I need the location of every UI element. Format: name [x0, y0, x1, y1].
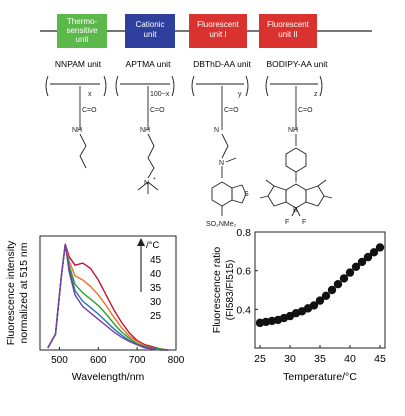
data-point: [357, 257, 367, 267]
legend-unit: /°C: [146, 240, 159, 251]
legend-entry-35: 35: [150, 283, 162, 294]
x-tick-label: 40: [344, 353, 356, 365]
unit-box-fluor-1: Fluorescent unit I: [189, 14, 247, 48]
x-tick-label: 500: [51, 355, 68, 366]
data-point: [333, 280, 343, 289]
unit-name-bodipy: BODIPY-AA unit: [266, 59, 328, 69]
legend-entry-45: 45: [150, 255, 162, 266]
nh-label: NH: [288, 127, 298, 134]
unit-label-3: unit: [76, 35, 90, 44]
bracket-right-1: [103, 75, 107, 97]
bracket-left-4: [265, 75, 269, 97]
x-tick-label: 30: [284, 353, 296, 365]
f-label: F: [302, 219, 306, 226]
unit-label-2: unit I: [209, 30, 226, 39]
bracket-left-3: [191, 75, 195, 97]
data-point: [369, 248, 379, 257]
x-tick-label: 600: [90, 355, 107, 366]
y-tick-label: 0.6: [236, 266, 251, 278]
unit-name-nnpam: NNPAM unit: [55, 59, 102, 69]
x-ticks: 25 30 35 40 45: [254, 345, 386, 365]
co-label: C=O: [298, 107, 313, 114]
y-axis-label-1: Fluorescence intensity: [5, 240, 17, 345]
n-plus-label: N: [144, 180, 149, 187]
series-group: [47, 243, 169, 351]
subscript-x: x: [88, 91, 92, 98]
x-axis-label: Wavelength/nm: [72, 371, 145, 383]
y-ticks: 0.4 0.6 0.8: [236, 227, 258, 316]
legend: 45 40 35 30 25: [150, 255, 162, 322]
nh-label: NH: [72, 127, 82, 134]
plus-label: +: [153, 176, 156, 182]
data-point: [375, 243, 385, 252]
nh-label: NH: [140, 127, 150, 134]
unit-label-1: Fluorescent: [197, 20, 240, 29]
y-axis-label-1: Fluorescence ratio: [211, 247, 223, 334]
legend-entry-30: 30: [150, 297, 162, 308]
x-ticks: 500 600 700 800: [51, 347, 185, 366]
unit-label-1: Fluorescent: [267, 20, 310, 29]
x-tick-label: 45: [374, 353, 386, 365]
spectra-chart: 500 600 700 800 Wavelength/nm Fluorescence …: [5, 235, 185, 383]
bracket-left-1: [45, 75, 49, 97]
unit-label-1: Cationic: [136, 20, 165, 29]
x-axis-label: Temperature/°C: [283, 371, 357, 383]
data-point: [327, 285, 337, 295]
co-label: C=O: [82, 107, 97, 114]
bracket-right-3: [245, 75, 249, 97]
subscript-100-x: 100−x: [150, 91, 170, 98]
x-tick-label: 35: [314, 353, 326, 365]
structure-labels: x 100−x y z C=O C=O C=O C=O NH NH N NH N…: [72, 91, 318, 228]
n-label: N: [219, 160, 224, 167]
ratio-chart: 25 30 35 40 45 0.4 0.6 0.8 Temperature/°C Fluo…: [211, 227, 386, 383]
f-label: F: [285, 219, 289, 226]
bracket-left-2: [115, 75, 119, 97]
y-axis-label-2: (FI583/FI515): [225, 260, 236, 321]
points-group: [255, 243, 385, 328]
y-tick-label: 0.4: [236, 304, 251, 316]
unit-box-thermo: Thermo- sensitive unit: [57, 14, 107, 48]
legend-entry-40: 40: [150, 269, 162, 280]
data-point: [321, 291, 331, 300]
series-line-25: [47, 243, 169, 351]
co-label: C=O: [224, 107, 239, 114]
x-tick-label: 25: [254, 353, 266, 365]
bracket-right-4: [319, 75, 323, 97]
so2-label: SO₂NMe₂: [206, 221, 237, 228]
b-label: B: [293, 207, 298, 214]
x-tick-label: 800: [168, 355, 185, 366]
unit-label-2: unit II: [278, 30, 298, 39]
unit-schema: Thermo- sensitive unit Cationic unit Flu…: [40, 14, 372, 69]
unit-name-dbthd: DBThD-AA unit: [193, 59, 251, 69]
data-point: [309, 301, 319, 310]
plot-frame: [254, 231, 386, 349]
unit-name-aptma: APTMA unit: [126, 59, 172, 69]
x-tick-label: 700: [129, 355, 146, 366]
unit-label-2: sensitive: [66, 26, 98, 35]
subscript-y: y: [238, 91, 242, 98]
plot-frame: [39, 235, 177, 351]
y-tick-label: 0.8: [236, 227, 251, 239]
unit-box-cationic: Cationic unit: [125, 14, 175, 48]
data-point: [345, 268, 355, 277]
chemical-structure: [45, 75, 333, 217]
s-label: S: [244, 191, 249, 198]
subscript-z: z: [314, 91, 318, 98]
unit-label-2: unit: [144, 30, 158, 39]
data-point: [339, 274, 349, 283]
legend-entry-25: 25: [150, 311, 162, 322]
bracket-right-2: [171, 75, 175, 97]
co-label: C=O: [150, 107, 165, 114]
data-point: [363, 252, 373, 262]
n-label: N: [214, 127, 219, 134]
data-point: [351, 262, 361, 271]
data-point: [315, 296, 325, 305]
unit-box-fluor-2: Fluorescent unit II: [259, 14, 317, 48]
unit-label-1: Thermo-: [67, 17, 98, 26]
y-axis-label-2: normalized at 515 nm: [18, 242, 30, 343]
arrow-head: [137, 238, 145, 246]
